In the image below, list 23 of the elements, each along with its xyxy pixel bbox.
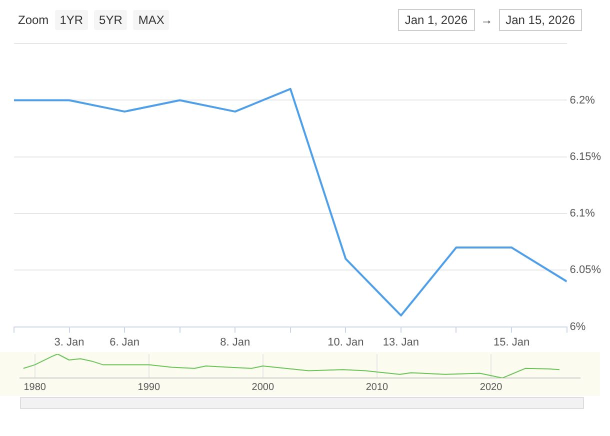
y-tick-label: 6.05% <box>570 264 602 276</box>
text: Zoom <box>18 13 49 27</box>
y-tick-label: 6.15% <box>570 150 602 163</box>
y-tick-label: 6.2% <box>570 94 596 106</box>
text: 5YR <box>94 10 128 30</box>
x-tick-label: 3. Jan <box>54 336 84 348</box>
text: 1YR <box>54 10 88 30</box>
y-tick-label: 6.1% <box>570 208 596 220</box>
x-tick-label: 2000 <box>252 382 274 393</box>
text: → <box>480 13 493 27</box>
x-tick-label: 13. Jan <box>382 336 420 348</box>
y-tick-label: 6% <box>570 320 586 333</box>
x-tick-label: 15. Jan <box>493 336 530 348</box>
x-tick-label: 1990 <box>138 382 160 393</box>
text: MAX <box>133 10 170 30</box>
x-tick-label: 2010 <box>366 382 389 393</box>
x-tick-label: 10. Jan <box>328 336 364 348</box>
x-tick-label: 2020 <box>480 382 503 393</box>
x-tick-label: 8. Jan <box>220 336 250 348</box>
x-tick-label: 1980 <box>24 382 46 393</box>
text: Jan 15, 2026 <box>498 9 582 31</box>
x-tick-label: 6. Jan <box>110 336 140 348</box>
text: Jan 1, 2026 <box>398 9 475 31</box>
